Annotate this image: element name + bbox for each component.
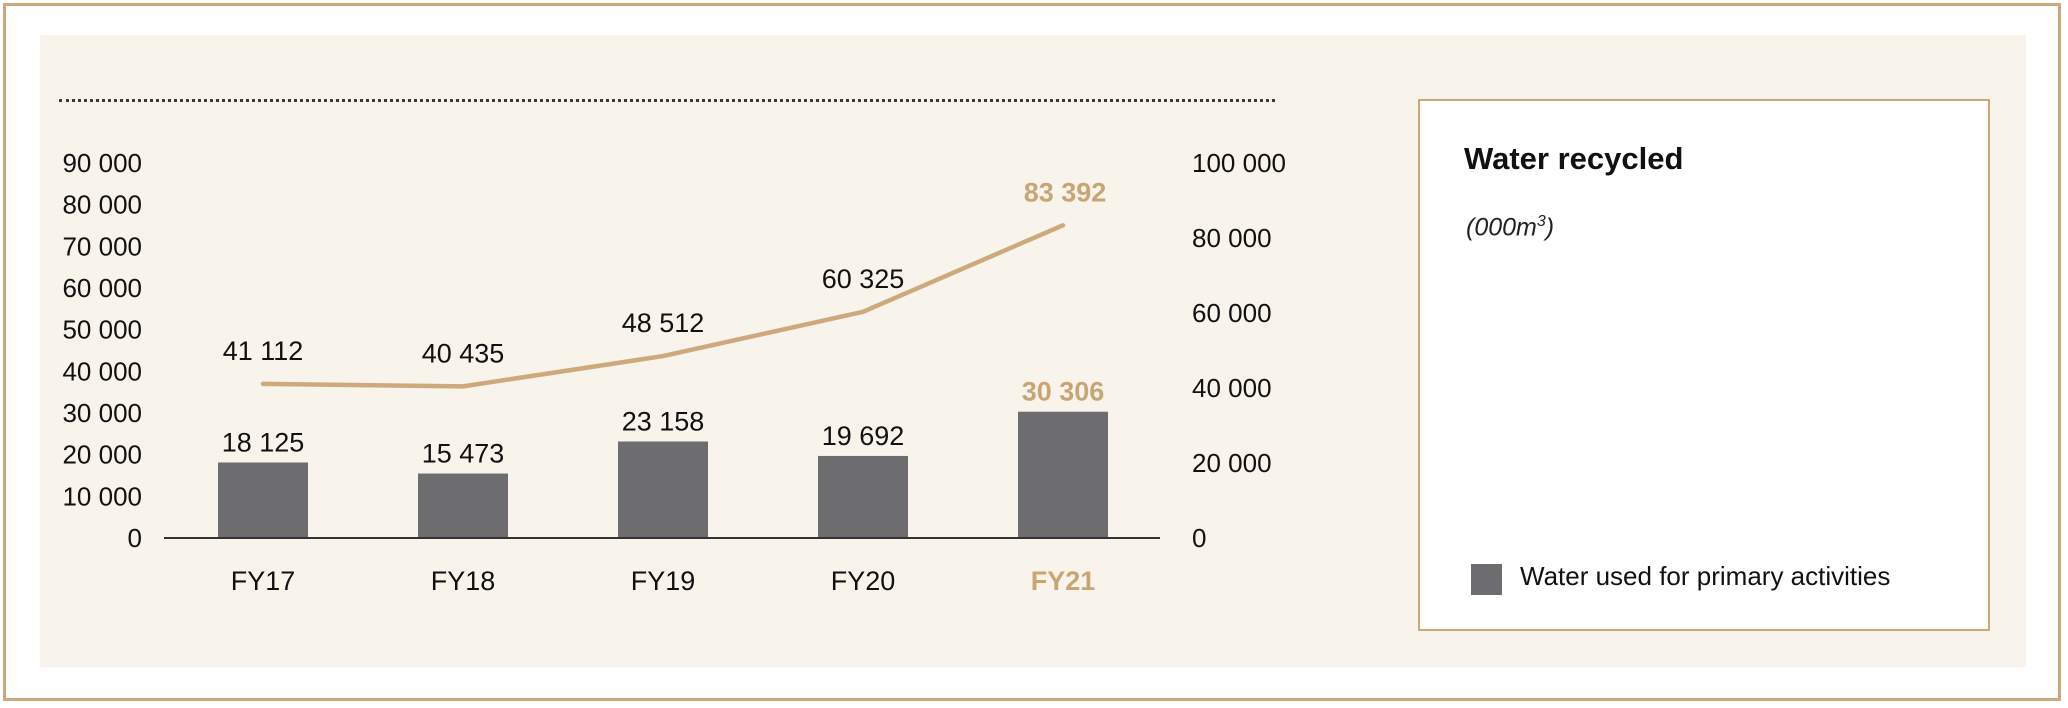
category-label-fy21: FY21 (1031, 566, 1096, 596)
unit-prefix: (000m (1466, 213, 1537, 242)
right-tick-label: 100 000 (1192, 148, 1286, 178)
bar-fy17 (218, 462, 308, 538)
dotted-rule (59, 99, 1275, 102)
category-labels: FY17 FY18 FY19 FY20 FY21 (231, 566, 1096, 596)
bar-fy21 (1018, 411, 1108, 538)
left-tick-label: 0 (128, 523, 142, 553)
line-data-label: 83 392 (1024, 177, 1107, 207)
bar-data-label: 23 158 (622, 407, 705, 437)
line-data-label: 48 512 (622, 308, 705, 338)
line-data-label: 60 325 (822, 264, 905, 294)
bar-fy20 (818, 455, 908, 538)
category-label-fy18: FY18 (431, 566, 496, 596)
legend-title: Water recycled (1464, 141, 1684, 176)
left-tick-label: 50 000 (62, 315, 142, 345)
category-label-fy17: FY17 (231, 566, 296, 596)
left-tick-label: 60 000 (62, 273, 142, 303)
right-tick-label: 80 000 (1192, 223, 1272, 253)
legend-swatch-bar (1471, 564, 1502, 595)
right-tick-label: 60 000 (1192, 298, 1272, 328)
bar-series (218, 411, 1108, 538)
line-data-label: 40 435 (422, 338, 505, 368)
left-tick-label: 20 000 (62, 440, 142, 470)
left-tick-label: 80 000 (62, 190, 142, 220)
bar-data-label: 19 692 (822, 421, 905, 451)
bar-fy18 (418, 473, 508, 538)
unit-superscript: 3 (1536, 213, 1546, 230)
line-series (260, 223, 1066, 389)
line-data-label: 41 112 (223, 336, 304, 366)
data-labels: 41 112 40 435 48 512 60 325 83 392 18 125 15 4… (222, 177, 1107, 468)
bar-data-label: 18 125 (222, 427, 305, 457)
category-label-fy20: FY20 (831, 566, 896, 596)
line-path (260, 223, 1066, 389)
legend-panel: Water recycled (000m3) Water used for pr… (1418, 99, 1990, 631)
right-tick-label: 40 000 (1192, 373, 1272, 403)
unit-suffix: ) (1545, 213, 1555, 242)
left-tick-label: 40 000 (62, 356, 142, 386)
legend-unit: (000m3) (1466, 213, 1554, 242)
right-tick-label: 0 (1192, 523, 1206, 553)
bar-data-label: 30 306 (1022, 377, 1105, 407)
left-tick-label: 30 000 (62, 398, 142, 428)
legend-entry-bar: Water used for primary activities (1520, 561, 1891, 591)
right-tick-label: 20 000 (1192, 448, 1272, 478)
left-tick-label: 90 000 (62, 148, 142, 178)
category-label-fy19: FY19 (631, 566, 696, 596)
bar-fy19 (618, 441, 708, 538)
left-axis-ticks: 0 10 000 20 000 30 000 40 000 50 000 60 000 70 … (62, 148, 142, 553)
left-tick-label: 70 000 (62, 231, 142, 261)
right-axis-ticks: 0 20 000 40 000 60 000 80 000 100 000 (1192, 148, 1286, 553)
left-tick-label: 10 000 (62, 481, 142, 511)
bar-data-label: 15 473 (422, 439, 505, 469)
